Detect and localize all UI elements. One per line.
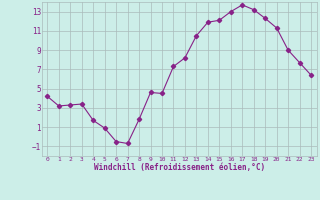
X-axis label: Windchill (Refroidissement éolien,°C): Windchill (Refroidissement éolien,°C) bbox=[94, 163, 265, 172]
